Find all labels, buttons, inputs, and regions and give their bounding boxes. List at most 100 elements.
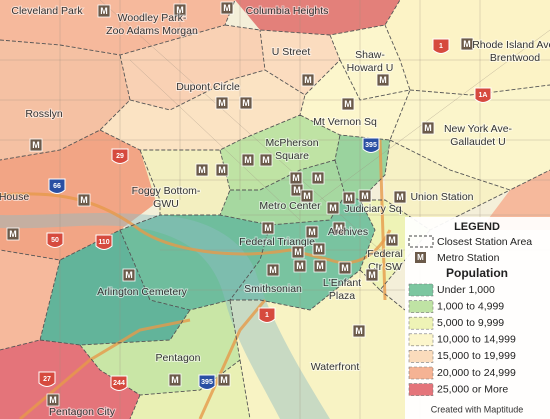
station-icon: M [361, 191, 369, 201]
station-icon: M [315, 244, 323, 254]
station-label: Columbia Heights [246, 5, 329, 17]
station-marker [332, 221, 346, 235]
highway-number: 27 [43, 376, 51, 383]
highway-number: 66 [53, 183, 61, 190]
station-icon: M [316, 261, 324, 271]
station-marker [261, 221, 275, 235]
station-marker [291, 245, 305, 259]
station-label: Archives [328, 226, 368, 238]
highway-shield [46, 232, 64, 248]
legend-label: 25,000 or More [437, 383, 508, 395]
station-icon: M [294, 247, 302, 257]
station-icon: M [100, 6, 108, 16]
station-icon: M [264, 223, 272, 233]
station-label: Brentwood [490, 52, 540, 64]
highway-shield [198, 374, 216, 390]
station-icon: M [269, 265, 277, 275]
area [220, 115, 340, 190]
station-marker [312, 242, 326, 256]
station-marker [215, 96, 229, 110]
station-icon: M [308, 227, 316, 237]
station-label: L'Enfant [323, 277, 361, 289]
station-marker [46, 393, 60, 407]
station-icon: M [9, 229, 17, 239]
highway-shield [95, 234, 113, 250]
station-marker [195, 163, 209, 177]
highway-shield [362, 137, 380, 153]
station-marker [77, 193, 91, 207]
legend-label: Closest Station Area [437, 236, 532, 248]
legend-title: LEGEND [454, 221, 500, 233]
station-icon: M [335, 223, 343, 233]
class-swatch [408, 366, 434, 380]
station-label: GWU [153, 198, 179, 210]
station-marker [122, 268, 136, 282]
station-icon: M [388, 235, 396, 245]
station-marker [300, 189, 314, 203]
station-label: Cleveland Park [11, 5, 83, 17]
station-marker [358, 189, 372, 203]
station-marker [217, 373, 231, 387]
station-label: House [0, 191, 29, 203]
station-icon: M [176, 5, 184, 15]
station-label: McPherson [265, 137, 318, 149]
station-icon: M [341, 263, 349, 273]
area [235, 0, 400, 35]
highway-number: 50 [51, 237, 59, 244]
station-icon: M [314, 173, 322, 183]
station-marker [342, 191, 356, 205]
highway-number: 395 [201, 379, 213, 386]
station-icon: M [218, 98, 226, 108]
station-icon: M [293, 185, 301, 195]
station-icon: M [242, 98, 250, 108]
highway-shield [432, 38, 450, 54]
station-label: Smithsonian [244, 283, 302, 295]
station-marker [168, 373, 182, 387]
station-marker [313, 259, 327, 273]
station-label: Waterfront [311, 361, 360, 373]
station-label: Mt Vernon Sq [313, 116, 377, 128]
station-icon: M [244, 155, 252, 165]
station-swatch [415, 252, 426, 263]
highway-number: 395 [365, 142, 377, 149]
station-icon: M [396, 192, 404, 202]
area [0, 340, 140, 419]
legend-label: 5,000 to 9,999 [437, 317, 504, 329]
station-marker [266, 263, 280, 277]
legend: LEGEND Closest Station Area M Metro Stat… [405, 217, 550, 419]
area [40, 230, 190, 345]
station-icon: M [171, 375, 179, 385]
legend-label: Under 1,000 [437, 284, 495, 296]
station-label: Rosslyn [25, 108, 63, 120]
station-label: Woodley Park- [118, 12, 187, 24]
station-icon: M [355, 326, 363, 336]
class-swatch [408, 350, 434, 363]
station-label: U Street [272, 46, 311, 58]
area [130, 360, 250, 419]
station-icon: M [80, 195, 88, 205]
highway-number: 244 [113, 380, 125, 387]
highway-shield [258, 307, 276, 323]
class-swatch [408, 316, 434, 330]
highway-shield [38, 371, 56, 387]
station-marker [301, 73, 315, 87]
station-marker [365, 268, 379, 282]
highway-shield [48, 178, 66, 194]
highway-shield [111, 148, 129, 164]
area-swatch [408, 235, 434, 248]
station-marker [341, 97, 355, 111]
station-label: Federal Triangle [239, 236, 315, 248]
station-marker [338, 261, 352, 275]
area [330, 25, 410, 100]
station-marker [352, 324, 366, 338]
legend-label: Metro Station [437, 252, 500, 264]
station-label: Dupont Circle [176, 81, 240, 93]
station-label: Foggy Bottom- [132, 185, 201, 197]
station-icon: M [49, 395, 57, 405]
highway-shield [110, 375, 128, 391]
legend-label: 20,000 to 24,999 [437, 367, 516, 379]
highway-shield [474, 87, 492, 103]
station-marker [215, 163, 229, 177]
station-marker [241, 153, 255, 167]
